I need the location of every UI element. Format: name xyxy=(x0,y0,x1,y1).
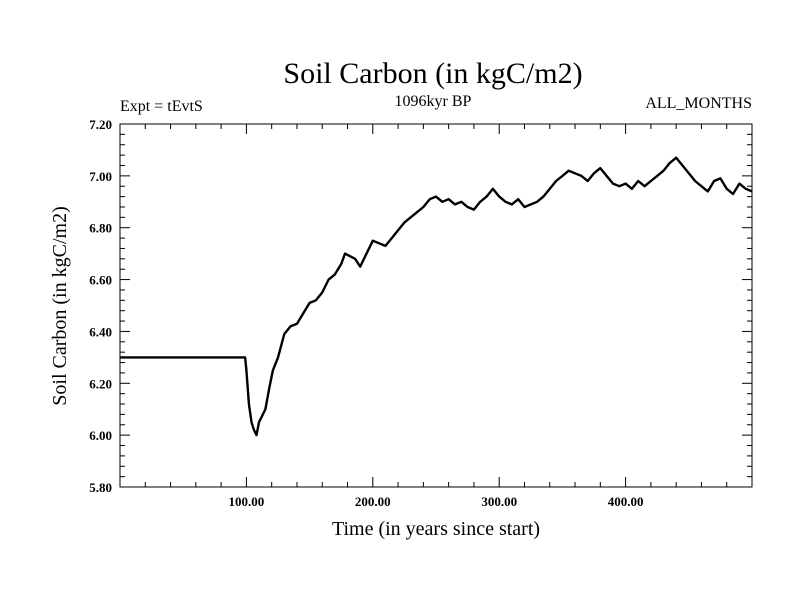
x-tick-label: 400.00 xyxy=(608,494,644,509)
y-tick-label: 6.80 xyxy=(89,221,112,236)
y-tick-label: 6.00 xyxy=(89,428,112,443)
y-tick-label: 7.20 xyxy=(89,117,112,132)
y-axis-label: Soil Carbon (in kgC/m2) xyxy=(49,206,71,405)
x-tick-label: 200.00 xyxy=(355,494,391,509)
x-tick-label: 300.00 xyxy=(481,494,517,509)
y-tick-label: 6.60 xyxy=(89,273,112,288)
x-tick-label: 100.00 xyxy=(229,494,265,509)
chart-title: Soil Carbon (in kgC/m2) xyxy=(283,57,582,90)
y-tick-label: 5.80 xyxy=(89,480,112,495)
x-axis-label: Time (in years since start) xyxy=(332,518,540,540)
y-tick-label: 7.00 xyxy=(89,169,112,184)
subtitle-left: Expt = tEvtS xyxy=(120,98,203,115)
tick-layer xyxy=(119,123,753,488)
series-line-soil-carbon xyxy=(120,156,753,437)
y-tick-label: 6.40 xyxy=(89,324,112,339)
subtitle-center: 1096kyr BP xyxy=(395,93,472,110)
tick-label-layer: 100.00 200.00 300.00 400.00 5.80 6.00 6.20 6.40… xyxy=(89,117,643,509)
subtitle-right: ALL_MONTHS xyxy=(645,95,752,112)
series-layer xyxy=(120,156,753,437)
plot-frame xyxy=(119,123,753,488)
y-tick-label: 6.20 xyxy=(89,376,112,391)
